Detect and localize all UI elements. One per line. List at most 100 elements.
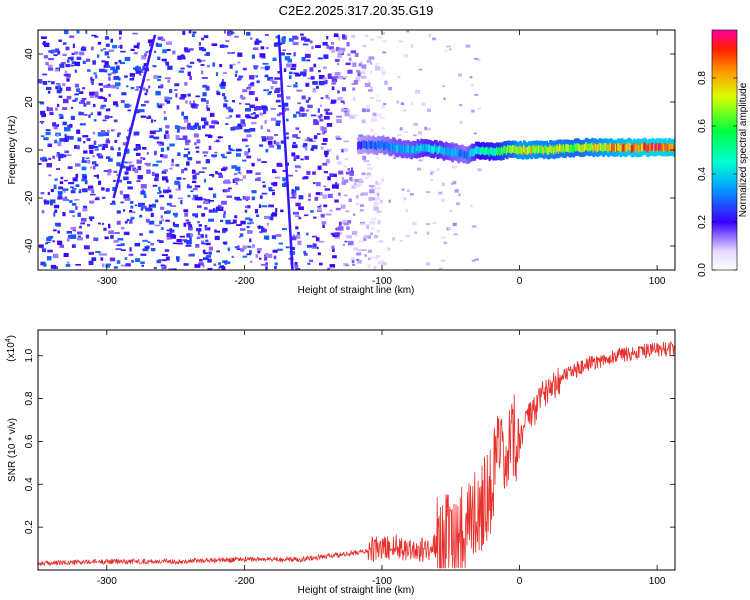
noise-cell [146,163,151,167]
noise-cell [362,155,367,160]
noise-cell [70,106,74,109]
noise-cell [124,161,128,164]
noise-cell [325,111,329,115]
noise-cell [295,234,301,239]
noise-cell [241,122,246,127]
noise-cell [317,108,320,113]
noise-cell [96,153,101,157]
noise-cell [438,267,443,270]
noise-cell [255,97,259,101]
noise-cell [87,224,91,227]
noise-cell [93,146,99,148]
noise-cell [317,207,322,212]
noise-cell [229,149,236,152]
noise-cell [81,160,87,163]
noise-cell [324,115,330,120]
noise-cell [75,163,81,167]
noise-cell [410,44,414,48]
noise-cell [441,182,445,187]
noise-cell [153,266,157,269]
noise-cell [304,53,311,58]
noise-cell [367,163,372,167]
noise-cell [82,135,89,138]
noise-cell [282,228,287,231]
noise-cell [430,171,433,175]
noise-cell [47,90,51,94]
noise-cell [278,242,283,245]
noise-cell [223,103,228,108]
noise-cell [118,59,122,63]
noise-cell [154,150,157,155]
noise-cell [371,117,377,122]
noise-cell [148,204,153,208]
noise-cell [43,200,50,205]
noise-cell [293,155,297,160]
noise-cell [211,120,218,123]
noise-cell [361,75,367,79]
noise-cell [87,185,94,190]
noise-cell [282,177,287,182]
noise-cell [268,187,273,191]
noise-cell [91,46,94,51]
noise-cell [239,94,244,99]
noise-cell [169,89,173,94]
noise-cell [200,59,206,62]
noise-cell [80,48,85,51]
noise-cell [313,63,317,68]
noise-cell [216,91,221,96]
noise-cell [158,186,161,191]
noise-cell [301,113,305,117]
noise-cell [249,238,252,243]
noise-cell [244,209,248,213]
noise-cell [105,156,111,159]
noise-cell [107,73,112,76]
noise-cell [375,99,381,102]
noise-cell [236,248,242,250]
noise-cell [214,151,218,154]
noise-cell [142,248,149,252]
noise-cell [145,207,151,212]
noise-cell [174,83,180,87]
noise-cell [331,233,336,236]
noise-cell [135,144,141,146]
noise-cell [237,123,242,127]
noise-cell [267,253,273,258]
noise-cell [282,36,286,39]
noise-cell [43,137,49,141]
noise-cell [318,240,325,243]
noise-cell [376,229,380,233]
noise-cell [50,264,57,269]
noise-cell [310,210,314,213]
noise-cell [477,168,482,172]
noise-cell [358,134,364,138]
noise-cell [322,77,328,80]
noise-cell [55,48,60,53]
noise-cell [115,82,121,87]
noise-cell [136,86,139,90]
noise-cell [178,70,184,73]
noise-cell [240,220,246,225]
noise-cell [192,213,198,217]
noise-cell [353,247,359,251]
noise-cell [142,65,146,71]
noise-cell [75,173,79,178]
noise-cell [366,104,370,109]
noise-cell [322,66,327,70]
noise-cell [139,233,143,236]
spectrogram-heatmap [38,30,675,270]
noise-cell [364,82,371,87]
noise-cell [105,43,110,47]
noise-cell [361,249,367,251]
noise-cell [214,229,217,232]
noise-cell [248,84,255,87]
noise-cell [246,134,252,138]
noise-cell [315,192,321,196]
noise-cell [240,120,244,123]
noise-cell [358,63,362,67]
noise-cell [336,137,342,140]
noise-cell [188,224,192,228]
signal-cell [546,146,550,155]
noise-cell [298,112,304,117]
noise-cell [86,101,91,105]
noise-cell [134,258,141,262]
